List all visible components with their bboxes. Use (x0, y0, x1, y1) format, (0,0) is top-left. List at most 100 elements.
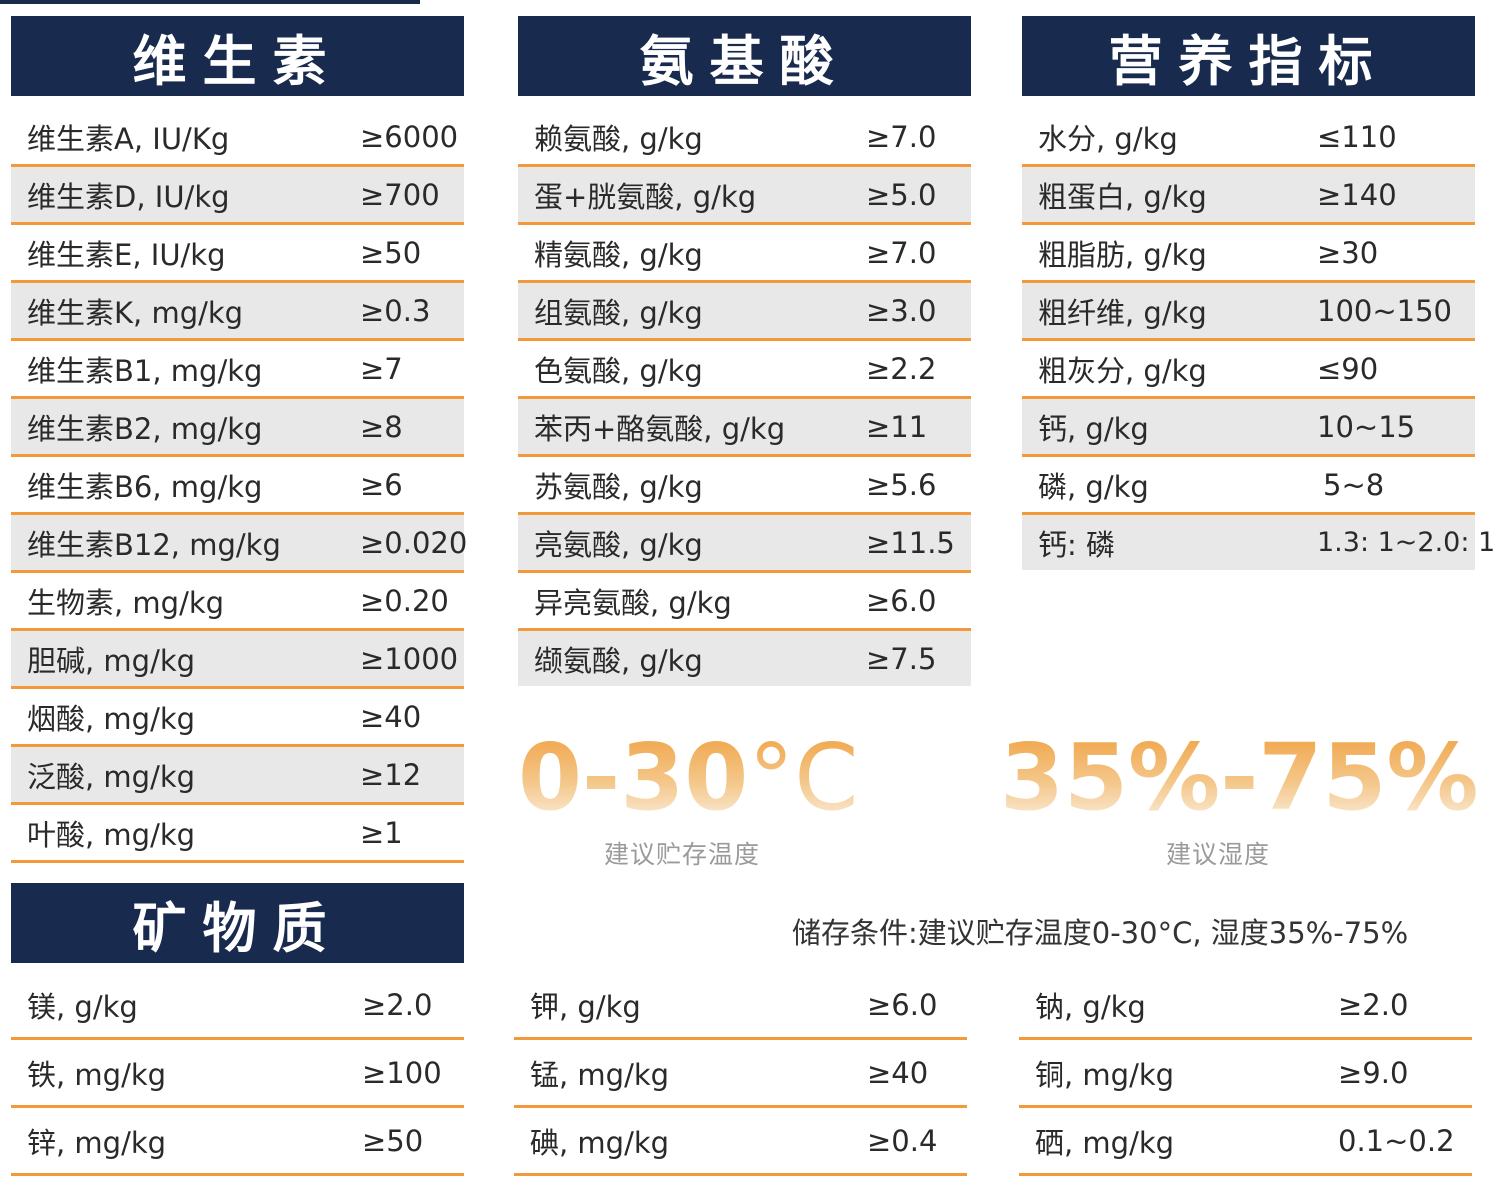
row-value: ≥6.0 (866, 583, 937, 618)
row-value: ≥7.5 (866, 641, 937, 676)
row-value: ≥11.5 (866, 525, 955, 560)
table-row: 维生素B1, mg/kg ≥7 (11, 341, 464, 399)
row-value: ≥40 (867, 1055, 929, 1090)
row-value: 1.3: 1~2.0: 1 (1317, 527, 1496, 558)
row-value: ≥6.0 (867, 987, 938, 1022)
row-value: ≥6 (360, 467, 403, 502)
row-label: 缬氨酸, g/kg (534, 643, 703, 678)
row-label: 硒, mg/kg (1035, 1125, 1175, 1160)
amino-acids-table: 赖氨酸, g/kg ≥7.0 蛋+胱氨酸, g/kg ≥5.0 精氨酸, g/kg ≥… (518, 109, 971, 686)
storage-conditions-note: 储存条件:建议贮存温度0-30°C, 湿度35%-75% (792, 916, 1409, 950)
row-label: 钾, g/kg (530, 989, 641, 1024)
table-row: 钙: 磷 1.3: 1~2.0: 1 (1022, 515, 1496, 570)
row-label: 粗纤维, g/kg (1038, 295, 1207, 330)
nutrition-title: 营养指标 (1022, 16, 1475, 96)
minerals-title: 矿物质 (11, 883, 464, 963)
table-row: 生物素, mg/kg ≥0.20 (11, 573, 464, 631)
table-row: 铁, mg/kg ≥100 (11, 1040, 464, 1108)
row-value: ≥0.3 (360, 293, 431, 328)
row-label: 叶酸, mg/kg (27, 817, 196, 852)
row-label: 色氨酸, g/kg (534, 353, 703, 388)
row-value: ≥700 (360, 177, 440, 212)
row-value: ≥3.0 (866, 293, 937, 328)
row-value: ≥8 (360, 409, 403, 444)
amino-acids-title: 氨基酸 (518, 16, 971, 96)
table-row: 镁, g/kg ≥2.0 (11, 972, 464, 1040)
table-row: 异亮氨酸, g/kg ≥6.0 (518, 573, 971, 631)
row-label: 维生素B12, mg/kg (27, 527, 281, 562)
table-row: 维生素B12, mg/kg ≥0.020 (11, 515, 468, 573)
row-label: 苏氨酸, g/kg (534, 469, 703, 504)
table-row: 锰, mg/kg ≥40 (514, 1040, 967, 1108)
amino-acids-panel: 氨基酸 赖氨酸, g/kg ≥7.0 蛋+胱氨酸, g/kg ≥5.0 精氨酸, g… (518, 16, 971, 686)
row-label: 钙, g/kg (1038, 411, 1149, 446)
table-row: 粗纤维, g/kg 100~150 (1022, 283, 1475, 341)
table-row: 烟酸, mg/kg ≥40 (11, 689, 464, 747)
row-value: 0.1~0.2 (1338, 1123, 1455, 1158)
row-value: ≥40 (360, 699, 422, 734)
minerals-col-3: 钠, g/kg ≥2.0 铜, mg/kg ≥9.0 硒, mg/kg 0.1~0.2 (1019, 972, 1472, 1176)
table-row: 碘, mg/kg ≥0.4 (514, 1108, 967, 1176)
row-value: ≥7.0 (866, 119, 937, 154)
row-value: 100~150 (1317, 293, 1453, 328)
table-row: 硒, mg/kg 0.1~0.2 (1019, 1108, 1472, 1176)
storage-humidity-caption: 建议湿度 (1166, 840, 1271, 869)
row-value: 5~8 (1323, 467, 1385, 502)
table-row: 铜, mg/kg ≥9.0 (1019, 1040, 1472, 1108)
row-label: 维生素A, IU/Kg (27, 121, 230, 156)
table-row: 赖氨酸, g/kg ≥7.0 (518, 109, 971, 167)
row-value: ≥0.4 (867, 1123, 938, 1158)
row-label: 组氨酸, g/kg (534, 295, 703, 330)
storage-temperature-caption: 建议贮存温度 (604, 840, 761, 869)
row-value: 10~15 (1317, 409, 1416, 444)
row-value: ≤90 (1317, 351, 1379, 386)
nutrition-table: 水分, g/kg ≤110 粗蛋白, g/kg ≥140 粗脂肪, g/kg ≥30 … (1022, 109, 1496, 570)
row-value: ≤110 (1317, 119, 1397, 154)
table-row: 维生素B2, mg/kg ≥8 (11, 399, 464, 457)
table-row: 粗蛋白, g/kg ≥140 (1022, 167, 1475, 225)
minerals-col-1: 镁, g/kg ≥2.0 铁, mg/kg ≥100 锌, mg/kg ≥50 (11, 972, 464, 1176)
vitamins-panel: 维生素 维生素A, IU/Kg ≥6000 维生素D, IU/kg ≥700 维生素… (11, 16, 468, 863)
row-value: ≥2.0 (1338, 987, 1409, 1022)
table-row: 粗灰分, g/kg ≤90 (1022, 341, 1475, 399)
table-row: 叶酸, mg/kg ≥1 (11, 805, 464, 863)
table-row: 维生素E, IU/kg ≥50 (11, 225, 464, 283)
row-label: 粗蛋白, g/kg (1038, 179, 1207, 214)
row-value: ≥6000 (360, 119, 459, 154)
table-row: 维生素K, mg/kg ≥0.3 (11, 283, 464, 341)
temperature-range: 0-30 (518, 724, 749, 831)
row-value: ≥0.20 (360, 583, 449, 618)
row-label: 锌, mg/kg (27, 1125, 167, 1160)
row-label: 钙: 磷 (1038, 527, 1115, 562)
row-value: ≥2.2 (866, 351, 937, 386)
row-label: 维生素B2, mg/kg (27, 411, 263, 446)
row-label: 精氨酸, g/kg (534, 237, 703, 272)
table-row: 苏氨酸, g/kg ≥5.6 (518, 457, 971, 515)
row-label: 亮氨酸, g/kg (534, 527, 703, 562)
row-label: 粗灰分, g/kg (1038, 353, 1207, 388)
row-label: 维生素B6, mg/kg (27, 469, 263, 504)
table-row: 缬氨酸, g/kg ≥7.5 (518, 631, 971, 686)
row-label: 粗脂肪, g/kg (1038, 237, 1207, 272)
row-label: 铁, mg/kg (27, 1057, 167, 1092)
storage-temperature-value: 0-30°C (518, 732, 858, 824)
vitamins-title: 维生素 (11, 16, 464, 96)
table-row: 磷, g/kg 5~8 (1022, 457, 1475, 515)
storage-humidity-value: 35%-75% (1000, 724, 1479, 831)
row-value: ≥140 (1317, 177, 1397, 212)
table-row: 维生素B6, mg/kg ≥6 (11, 457, 464, 515)
row-label: 泛酸, mg/kg (27, 759, 196, 794)
row-label: 锰, mg/kg (530, 1057, 670, 1092)
row-label: 异亮氨酸, g/kg (534, 585, 732, 620)
table-row: 水分, g/kg ≤110 (1022, 109, 1475, 167)
table-row: 苯丙+酪氨酸, g/kg ≥11 (518, 399, 971, 457)
row-label: 维生素B1, mg/kg (27, 353, 263, 388)
table-row: 维生素A, IU/Kg ≥6000 (11, 109, 464, 167)
row-value: ≥7.0 (866, 235, 937, 270)
minerals-panel: 矿物质 (11, 883, 464, 963)
row-value: ≥0.020 (360, 525, 468, 560)
row-value: ≥11 (866, 409, 928, 444)
top-decor-strip (0, 0, 420, 4)
table-row: 钙, g/kg 10~15 (1022, 399, 1475, 457)
row-label: 水分, g/kg (1038, 121, 1178, 156)
